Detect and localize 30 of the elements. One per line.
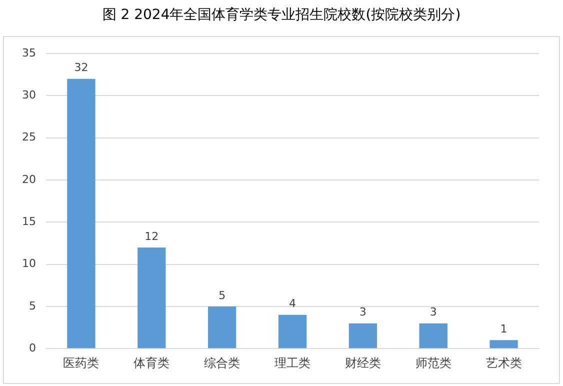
bar — [419, 323, 448, 348]
y-tick-label: 25 — [22, 130, 36, 144]
x-tick-label: 综合类 — [204, 356, 240, 370]
x-tick-label: 师范类 — [415, 356, 452, 370]
bar — [278, 314, 307, 348]
chart-title: 图 2 2024年全国体育学类专业招生院校数(按院校类别分) — [101, 6, 462, 24]
bar — [67, 78, 96, 348]
x-tick-label: 医药类 — [63, 356, 100, 370]
data-label: 12 — [144, 230, 159, 243]
bar — [490, 340, 518, 348]
data-label: 32 — [74, 61, 88, 74]
data-label: 3 — [430, 306, 437, 319]
x-tick-label: 体育类 — [134, 356, 170, 370]
bar — [348, 323, 378, 348]
y-tick-label: 35 — [22, 46, 36, 60]
bar — [138, 247, 166, 348]
y-tick-label: 20 — [22, 172, 36, 186]
y-tick-label: 0 — [28, 341, 36, 354]
x-tick-label: 财经类 — [344, 356, 381, 370]
x-tick-label: 理工类 — [274, 356, 310, 370]
y-tick-label: 30 — [22, 88, 36, 102]
data-label: 4 — [289, 297, 296, 310]
bar — [208, 306, 236, 348]
data-label: 1 — [500, 322, 508, 336]
y-tick-label: 10 — [22, 257, 36, 270]
y-tick-label: 15 — [22, 215, 36, 228]
x-tick-label: 艺术类 — [486, 356, 522, 370]
data-label: 5 — [218, 288, 226, 302]
data-label: 3 — [359, 306, 366, 319]
y-tick-label: 5 — [28, 299, 36, 312]
